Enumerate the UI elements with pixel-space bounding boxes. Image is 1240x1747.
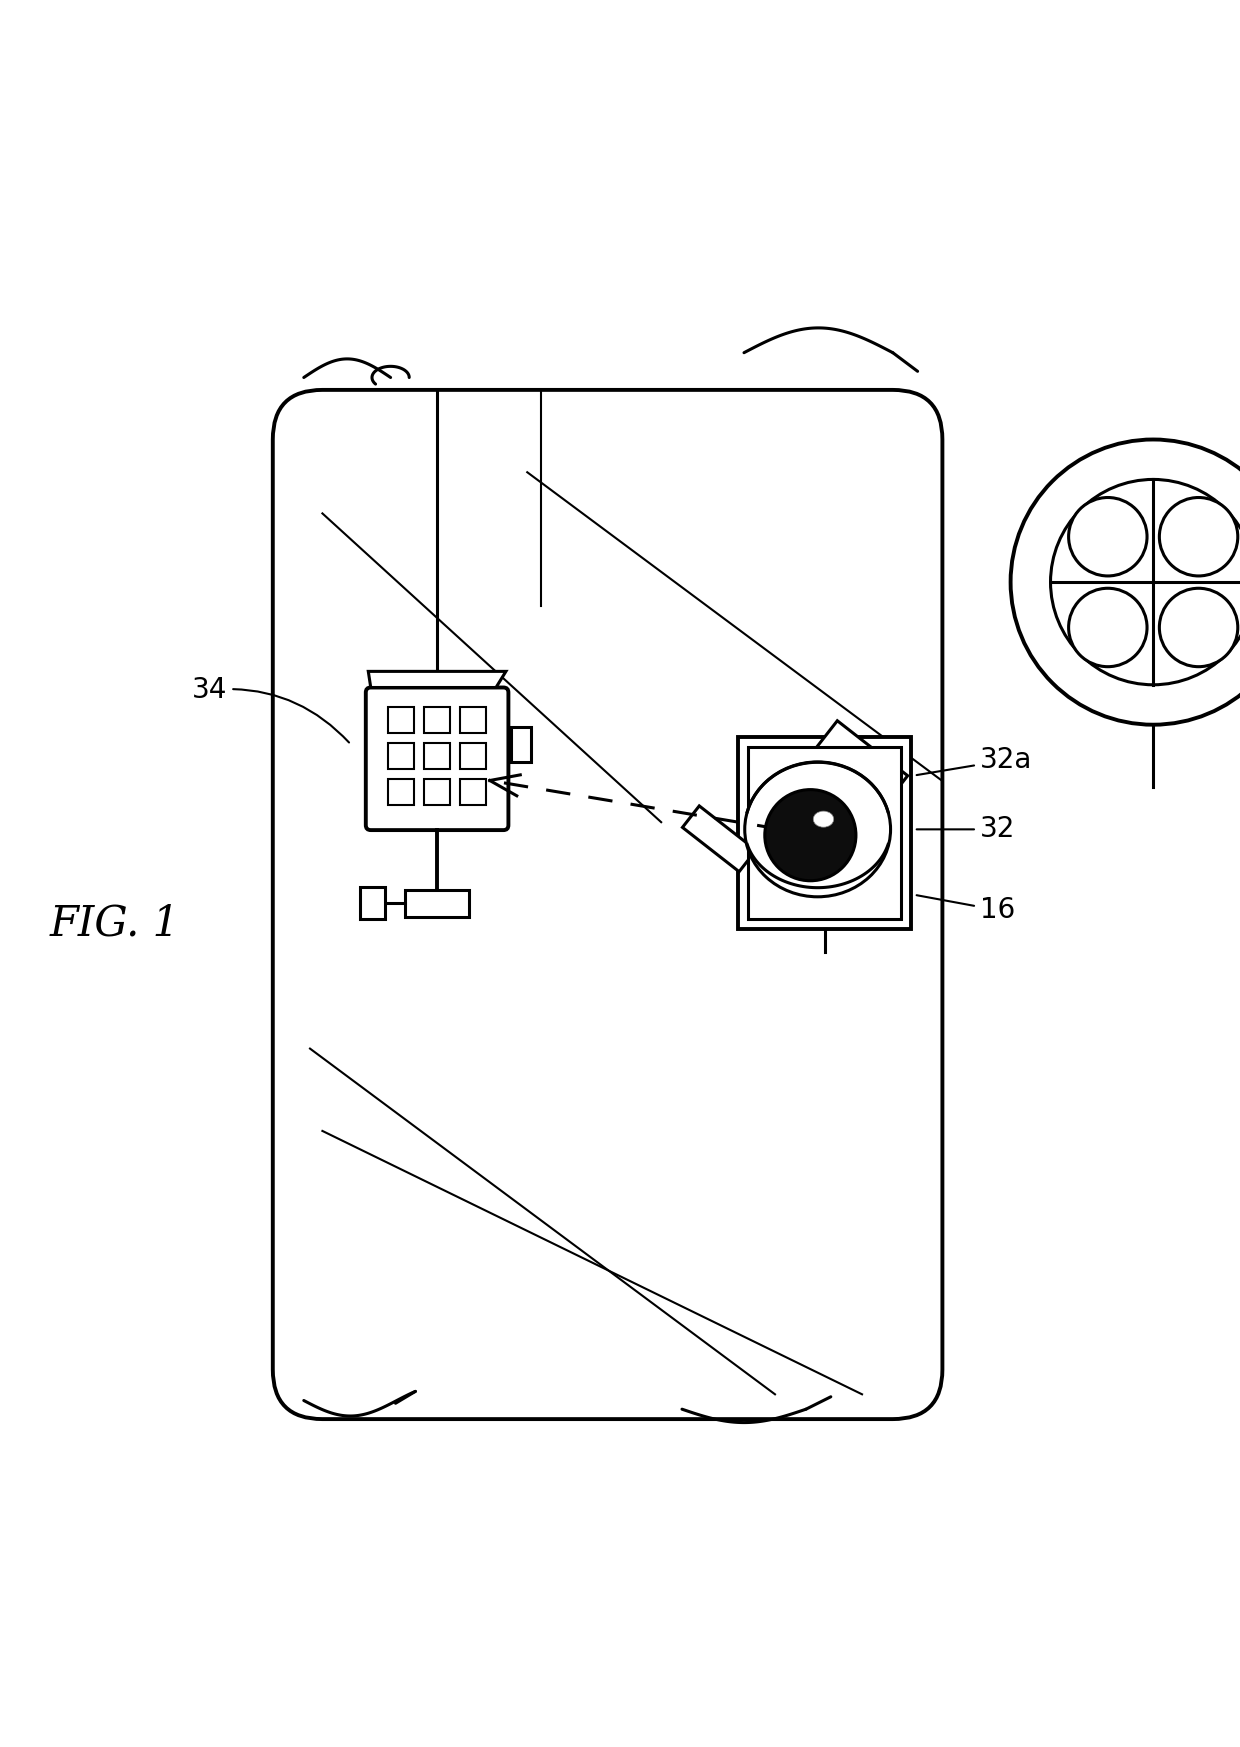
Ellipse shape — [1069, 589, 1147, 667]
Ellipse shape — [813, 811, 833, 826]
Bar — [460, 742, 486, 769]
FancyBboxPatch shape — [366, 688, 508, 830]
Circle shape — [1050, 479, 1240, 685]
Polygon shape — [682, 805, 756, 872]
Text: 34: 34 — [192, 676, 348, 742]
Text: 32a: 32a — [916, 746, 1032, 776]
Polygon shape — [368, 671, 506, 688]
Bar — [388, 742, 414, 769]
Polygon shape — [816, 722, 908, 804]
FancyBboxPatch shape — [273, 390, 942, 1419]
Bar — [388, 708, 414, 734]
Bar — [738, 737, 911, 929]
Text: 16: 16 — [916, 894, 1014, 924]
Ellipse shape — [745, 762, 890, 896]
Text: 32: 32 — [916, 816, 1016, 844]
Text: FIG. 1: FIG. 1 — [50, 901, 180, 943]
Bar — [460, 779, 486, 805]
Bar — [424, 742, 450, 769]
Bar — [424, 779, 450, 805]
Bar — [460, 708, 486, 734]
Bar — [404, 889, 469, 917]
Ellipse shape — [1159, 498, 1238, 577]
Ellipse shape — [1069, 498, 1147, 577]
Ellipse shape — [765, 790, 856, 880]
Bar — [748, 748, 901, 919]
Bar — [360, 887, 384, 919]
Bar — [511, 727, 531, 762]
Circle shape — [1011, 440, 1240, 725]
Bar — [424, 708, 450, 734]
Bar — [388, 779, 414, 805]
Ellipse shape — [1159, 589, 1238, 667]
